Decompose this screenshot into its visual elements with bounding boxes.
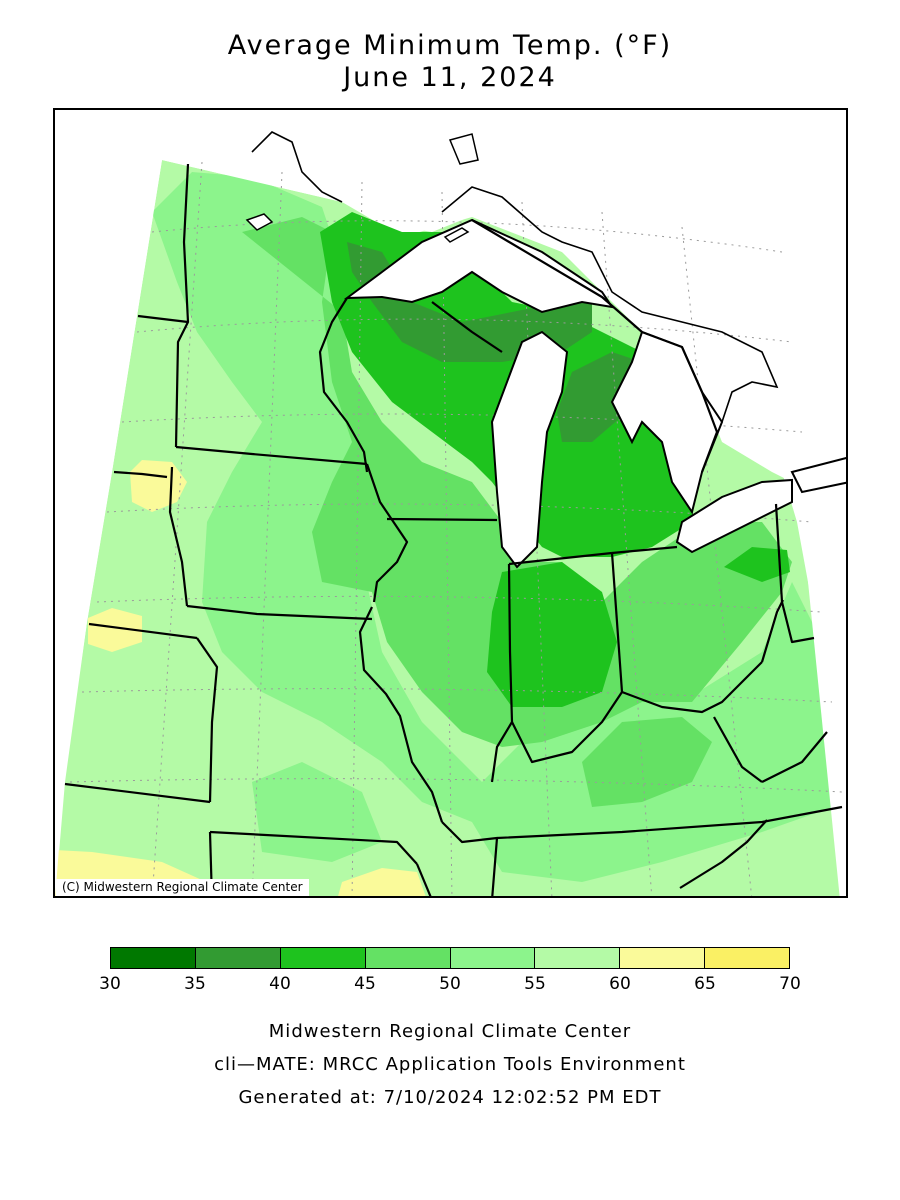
oh-mi-border [611, 545, 678, 555]
ne-ks-border [88, 622, 198, 640]
region-45-50 [242, 217, 792, 747]
isle-royale [443, 227, 470, 243]
temperature-map [55, 110, 846, 896]
map-date: June 11, 2024 [343, 62, 557, 93]
region-35-40-mi [557, 352, 642, 442]
mn-wi-border [318, 297, 369, 473]
legend-tick: 40 [269, 974, 291, 994]
lake-michigan [490, 330, 569, 569]
region-40-45-oh [724, 547, 790, 582]
map-credit: (C) Midwestern Regional Climate Center [56, 879, 309, 896]
legend-tick: 60 [609, 974, 631, 994]
lake-nipigon [448, 133, 479, 165]
region-50-55 [152, 172, 846, 882]
legend-swatch-35-40 [195, 948, 281, 968]
legend-swatch-60-65 [620, 948, 706, 968]
legend-tick: 55 [524, 974, 546, 994]
wv-ky-border [713, 716, 763, 783]
tn-nc-border [679, 819, 768, 889]
lake-superior [343, 218, 615, 314]
map-title: Average Minimum Temp. (°F) [227, 30, 673, 61]
mi-up-border [431, 301, 503, 353]
region-60-65-ks [88, 608, 142, 652]
footer-app: cli—MATE: MRCC Application Tools Environ… [214, 1054, 686, 1075]
ne-ia-border [168, 466, 189, 607]
in-mi-border [508, 551, 613, 566]
legend-swatch-55-60 [535, 948, 621, 968]
oh-ky-border [621, 661, 763, 714]
legend-swatch-30-35 [111, 948, 196, 968]
legend-swatch-40-45 [280, 948, 366, 968]
wi-il-border [386, 517, 498, 522]
in-ky-border [511, 691, 623, 764]
ia-mo-border [186, 604, 373, 621]
map-panel [53, 108, 848, 898]
canada-area [55, 110, 846, 896]
wv-va-border [761, 731, 828, 783]
mo-il-border [358, 606, 444, 823]
ks-ok-border [64, 782, 211, 804]
legend-tick: 65 [694, 974, 716, 994]
state-boundaries [64, 163, 843, 896]
legend-swatch-45-50 [365, 948, 451, 968]
legend-tick: 50 [439, 974, 461, 994]
mo-ky-tn-border [441, 821, 499, 896]
legend-swatch-50-55 [450, 948, 536, 968]
ar-ms-border [415, 863, 432, 896]
sd-ne-border [113, 470, 168, 479]
region-35-40 [347, 242, 592, 362]
legend-tick: 30 [99, 974, 121, 994]
in-oh-border [610, 552, 624, 693]
mo-ks-border [196, 637, 219, 803]
lake-of-woods [245, 213, 274, 231]
lake-ontario [790, 457, 846, 494]
region-40-45-in [487, 562, 617, 707]
ia-wi-il-border [365, 463, 409, 603]
legend-tick: 70 [779, 974, 801, 994]
oh-wv-border [760, 599, 784, 663]
oh-pa-border [774, 503, 815, 644]
legend-tick: 45 [354, 974, 376, 994]
legend-tick: 35 [184, 974, 206, 994]
mo-ar-border [209, 830, 418, 865]
canada-coastline [251, 131, 779, 423]
color-legend [110, 947, 790, 969]
nd-sd-border [137, 314, 189, 324]
region-60-65-ar [338, 868, 426, 896]
ky-tn-border [496, 805, 843, 840]
footer-org: Midwestern Regional Climate Center [268, 1021, 632, 1042]
mi-canada-border [471, 219, 719, 473]
footer-generated: Generated at: 7/10/2024 12:02:52 PM EDT [238, 1087, 662, 1108]
mn-ia-border [175, 445, 368, 466]
legend-swatch-65-70 [705, 948, 789, 968]
